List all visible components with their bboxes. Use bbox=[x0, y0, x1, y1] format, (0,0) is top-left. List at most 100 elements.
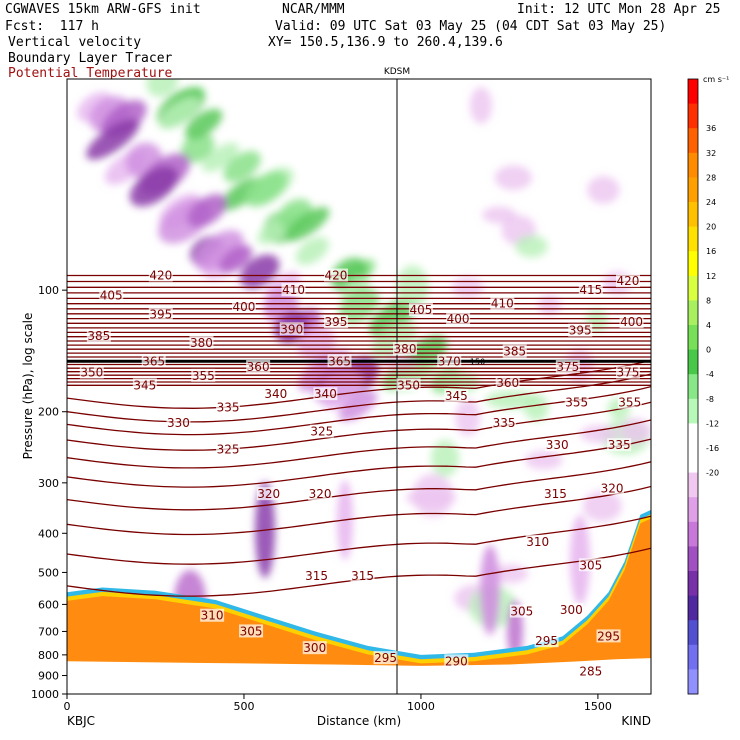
velocity-patch bbox=[524, 450, 563, 470]
colorbar-swatch bbox=[688, 177, 698, 203]
contour-label-bg bbox=[396, 378, 421, 392]
model-title: CGWAVES 15km ARW-GFS init bbox=[5, 2, 201, 17]
contour-label-bg bbox=[239, 624, 264, 638]
colorbar-tick-label: 12 bbox=[706, 272, 716, 281]
contour-label-bg bbox=[607, 438, 632, 452]
colorbar-swatch bbox=[688, 300, 698, 326]
contour-label-bg bbox=[141, 354, 166, 368]
contour-label-bg bbox=[148, 268, 173, 282]
colorbar-swatch bbox=[688, 275, 698, 301]
colorbar-tick-label: 36 bbox=[706, 124, 716, 133]
contour-label: 315 bbox=[305, 569, 328, 583]
colorbar-swatch bbox=[688, 103, 698, 129]
theta-contour-line bbox=[67, 515, 651, 565]
cross-section-endpoints: XY= 150.5,136.9 to 260.4,139.6 bbox=[268, 35, 503, 50]
colorbar-tick-label: 4 bbox=[706, 321, 711, 330]
colorbar-unit: cm s⁻¹ bbox=[703, 75, 729, 84]
contour-label: 370 bbox=[438, 354, 461, 368]
x-tick-label: 500 bbox=[233, 700, 254, 713]
y-tick-label: 600 bbox=[38, 598, 59, 611]
contour-label: 390 bbox=[280, 322, 303, 336]
contour-label: 355 bbox=[192, 369, 215, 383]
downward-motion-blob bbox=[194, 230, 244, 272]
colorbar-tick-label: -16 bbox=[706, 444, 719, 453]
contour-label: 345 bbox=[445, 389, 468, 403]
contour-label-bg bbox=[256, 487, 281, 501]
colorbar-swatch bbox=[688, 374, 698, 400]
theta-contour-line bbox=[67, 401, 651, 451]
init-time: Init: 12 UTC Mon 28 Apr 25 bbox=[517, 2, 721, 17]
x-tick-label: 1500 bbox=[584, 700, 612, 713]
contour-label-bg bbox=[327, 354, 352, 368]
contour-label: 320 bbox=[601, 482, 624, 496]
contour-label-bg bbox=[191, 368, 216, 382]
upward-motion-blob bbox=[146, 79, 179, 97]
contour-label: 375 bbox=[556, 360, 579, 374]
contour-label: 300 bbox=[560, 603, 583, 617]
contour-label: 350 bbox=[80, 366, 103, 380]
downward-motion-blob bbox=[240, 254, 280, 289]
x-axis: 0 500 1000 1500 bbox=[64, 694, 612, 713]
contour-label: 320 bbox=[257, 487, 280, 501]
theta-contour-line bbox=[67, 385, 651, 436]
contour-label: 345 bbox=[133, 378, 156, 392]
contour-label: 360 bbox=[247, 360, 270, 374]
contour-label: 395 bbox=[569, 324, 592, 338]
contour-label: 415 bbox=[579, 283, 602, 297]
colorbar-swatch bbox=[688, 472, 698, 498]
contour-label-bg bbox=[408, 303, 433, 317]
y-tick-label: 200 bbox=[38, 406, 59, 419]
field-label-vertical-velocity: Vertical velocity bbox=[8, 35, 142, 50]
colorbar-swatch bbox=[688, 571, 698, 597]
colorbar-swatch bbox=[688, 669, 698, 695]
tracer-label: 150 bbox=[470, 357, 485, 366]
contour-label-bg bbox=[313, 387, 338, 401]
contour-label: 295 bbox=[535, 634, 558, 648]
contour-label-bg bbox=[495, 376, 520, 390]
colorbar-swatch bbox=[688, 423, 698, 449]
colorbar-swatch bbox=[688, 497, 698, 523]
contour-label: 350 bbox=[397, 378, 420, 392]
contour-label: 385 bbox=[503, 345, 526, 359]
field-label-tracer: Boundary Layer Tracer bbox=[8, 51, 173, 66]
upward-motion-blob bbox=[295, 236, 329, 265]
contour-label-bg bbox=[446, 312, 471, 326]
colorbar-tick-label: 16 bbox=[706, 247, 716, 256]
contour-label: 315 bbox=[544, 487, 567, 501]
upward-motion-blob bbox=[339, 276, 370, 302]
velocity-patch bbox=[582, 490, 622, 522]
contour-label-bg bbox=[263, 387, 288, 401]
contour-label: 420 bbox=[325, 269, 348, 283]
contour-label: 410 bbox=[491, 297, 514, 311]
upward-motion-blob bbox=[202, 142, 239, 172]
downward-motion-blob bbox=[297, 324, 336, 361]
contour-label: 340 bbox=[264, 387, 287, 401]
colorbar-tick-label: 20 bbox=[706, 223, 716, 232]
velocity-patch bbox=[430, 439, 460, 477]
theta-contour-line bbox=[67, 438, 651, 488]
right-endpoint-label: KIND bbox=[621, 714, 651, 728]
contour-label: 410 bbox=[282, 283, 305, 297]
contour-label: 380 bbox=[394, 342, 417, 356]
colorbar-swatch bbox=[688, 521, 698, 547]
contour-label: 320 bbox=[309, 487, 332, 501]
velocity-patch bbox=[381, 354, 419, 371]
downward-motion-blob bbox=[129, 166, 179, 207]
upward-motion-blob bbox=[244, 171, 288, 207]
contour-label: 310 bbox=[201, 609, 224, 623]
theta-contour-line bbox=[67, 461, 651, 511]
contour-label: 385 bbox=[87, 329, 110, 343]
colorbar-tick-label: -20 bbox=[706, 469, 719, 478]
contour-label: 305 bbox=[240, 624, 263, 638]
contour-label-bg bbox=[502, 344, 527, 358]
y-tick-label: 1000 bbox=[31, 688, 59, 701]
colorbar-tick-label: -12 bbox=[706, 419, 719, 428]
contour-label-bg bbox=[578, 283, 603, 297]
contour-label: 305 bbox=[579, 558, 602, 572]
colorbar-swatch bbox=[688, 546, 698, 572]
downward-motion-blob bbox=[187, 194, 228, 228]
colorbar-swatch bbox=[688, 620, 698, 646]
contour-label-bg bbox=[246, 360, 271, 374]
contour-label-bg bbox=[545, 438, 570, 452]
